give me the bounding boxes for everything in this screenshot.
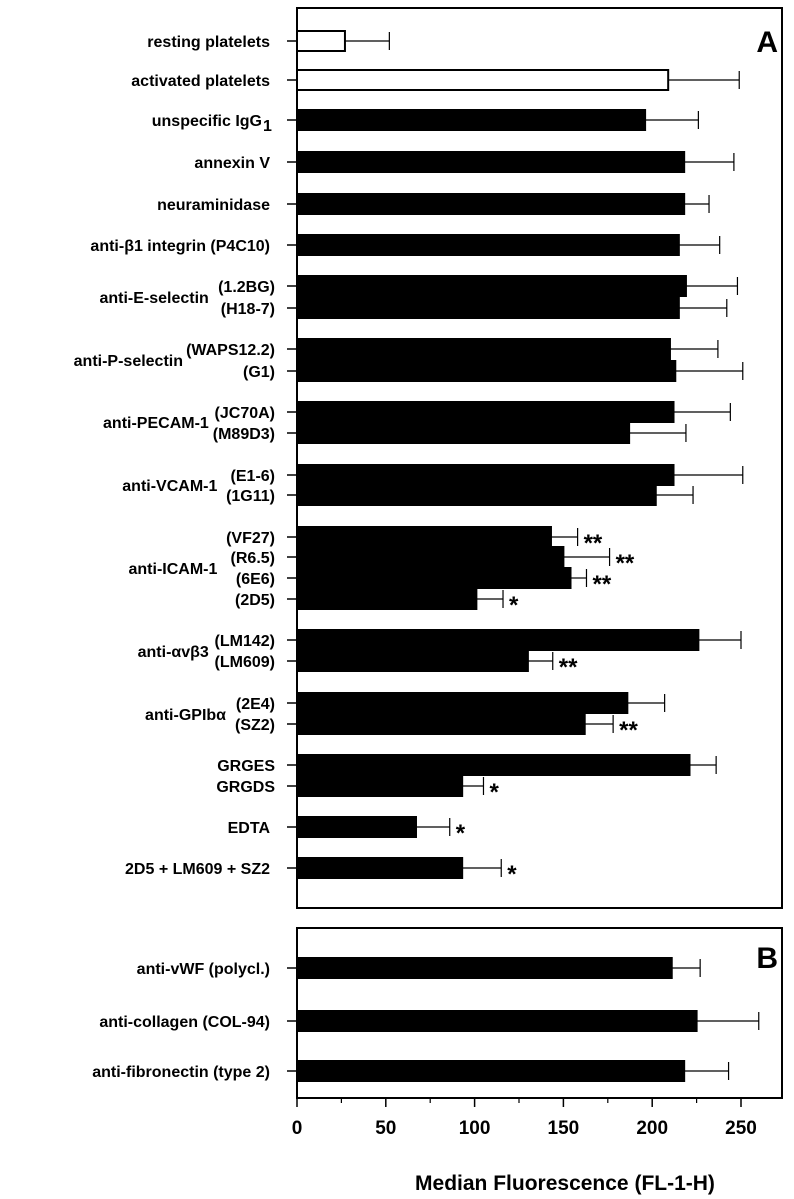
bar xyxy=(296,193,686,215)
bar xyxy=(296,816,417,838)
x-axis-title: Median Fluorescence (FL-1-H) xyxy=(415,1172,715,1195)
bar xyxy=(296,275,687,297)
category-label: neuraminidase xyxy=(157,197,270,214)
bar xyxy=(296,297,680,319)
panel-label-A: A xyxy=(756,26,778,59)
bar-sublabel: (2D5) xyxy=(235,592,275,609)
group-label: anti-PECAM-1 xyxy=(103,415,209,432)
bar-sublabel: (1.2BG) xyxy=(218,279,275,296)
category-label: anti-fibronectin (type 2) xyxy=(92,1064,270,1081)
significance-marker: ** xyxy=(592,571,611,598)
bar xyxy=(296,484,657,506)
bar-sublabel: (G1) xyxy=(243,364,275,381)
panel-label-B: B xyxy=(756,942,778,975)
x-tick-label: 100 xyxy=(459,1118,491,1139)
significance-marker: * xyxy=(507,861,517,888)
bar xyxy=(296,464,675,486)
panel-frame-A xyxy=(296,7,783,909)
category-label: activated platelets xyxy=(131,73,270,90)
x-tick-label: 200 xyxy=(636,1118,668,1139)
bar xyxy=(296,650,529,672)
category-label: anti-vWF (polycl.) xyxy=(137,961,270,978)
bar xyxy=(296,567,572,589)
x-tick-label: 250 xyxy=(725,1118,757,1139)
category-label: EDTA xyxy=(228,820,271,837)
bar xyxy=(296,588,478,610)
bar-sublabel: (6E6) xyxy=(236,571,275,588)
bar xyxy=(296,754,691,776)
bar-sublabel: GRGDS xyxy=(216,779,275,796)
bar xyxy=(296,109,647,131)
bar-sublabel: (H18-7) xyxy=(221,301,275,318)
group-label: anti-αvβ3 xyxy=(138,644,209,661)
x-tick-label: 50 xyxy=(375,1118,396,1139)
bar-sublabel: (SZ2) xyxy=(235,717,275,734)
bar xyxy=(296,629,700,651)
bar xyxy=(296,69,670,91)
category-label: unspecific IgG xyxy=(152,113,262,130)
significance-marker: * xyxy=(456,820,466,847)
bar xyxy=(296,526,552,548)
significance-marker: ** xyxy=(619,717,638,744)
group-label: anti-E-selectin xyxy=(99,290,208,307)
category-label: resting platelets xyxy=(147,34,270,51)
significance-marker: ** xyxy=(616,550,635,577)
bar xyxy=(296,422,631,444)
category-label: anti-collagen (COL-94) xyxy=(99,1014,270,1031)
significance-marker: ** xyxy=(559,654,578,681)
bar-sublabel: (1G11) xyxy=(226,488,275,505)
significance-marker: * xyxy=(509,592,519,619)
bar xyxy=(296,775,464,797)
bar xyxy=(296,234,680,256)
group-label: anti-GPIbα xyxy=(145,707,226,724)
bar-sublabel: (2E4) xyxy=(236,696,275,713)
bar-sublabel: (JC70A) xyxy=(215,405,275,422)
category-label: annexin V xyxy=(194,155,270,172)
bar xyxy=(296,151,686,173)
bar-sublabel: (R6.5) xyxy=(231,550,275,567)
bar-sublabel: (VF27) xyxy=(226,530,275,547)
bar xyxy=(296,546,565,568)
x-tick-label: 0 xyxy=(292,1118,303,1139)
bar xyxy=(296,857,464,879)
bar xyxy=(296,338,671,360)
group-label: anti-VCAM-1 xyxy=(122,478,217,495)
bar xyxy=(296,713,586,735)
bar xyxy=(296,957,673,979)
category-label: anti-β1 integrin (P4C10) xyxy=(90,238,270,255)
bar-sublabel: GRGES xyxy=(217,758,275,775)
bar-sublabel: (M89D3) xyxy=(213,426,275,443)
x-tick-label: 150 xyxy=(548,1118,580,1139)
group-label: anti-P-selectin xyxy=(74,353,183,370)
bar xyxy=(296,401,675,423)
bar xyxy=(296,360,677,382)
bar xyxy=(296,1060,686,1082)
bar-sublabel: (LM142) xyxy=(215,633,275,650)
significance-marker: * xyxy=(489,779,499,806)
category-label: 2D5 + LM609 + SZ2 xyxy=(125,861,270,878)
category-label-subscript: 1 xyxy=(263,118,272,135)
significance-marker: ** xyxy=(584,530,603,557)
bar-sublabel: (WAPS12.2) xyxy=(186,342,275,359)
bar-sublabel: (LM609) xyxy=(215,654,275,671)
bar xyxy=(296,30,346,52)
bar xyxy=(296,692,629,714)
bar xyxy=(296,1010,698,1032)
group-label: anti-ICAM-1 xyxy=(129,561,218,578)
bar-sublabel: (E1-6) xyxy=(231,468,275,485)
